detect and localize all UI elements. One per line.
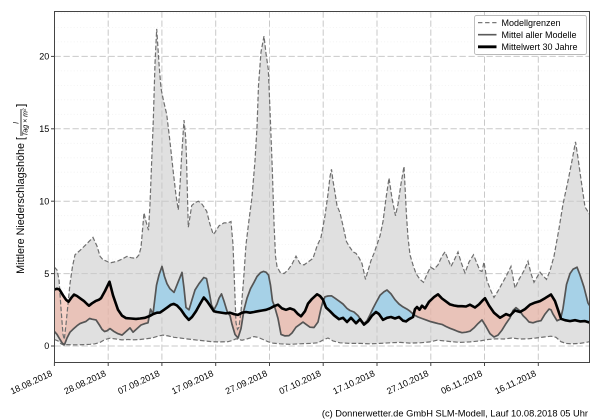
svg-text:Mittlere Niederschlagshöhe [: Mittlere Niederschlagshöhe [ xyxy=(15,137,27,274)
svg-text:l: l xyxy=(13,122,20,124)
svg-text:Modellgrenzen: Modellgrenzen xyxy=(502,18,561,28)
svg-text:20: 20 xyxy=(39,52,49,62)
svg-text:Tag × m²: Tag × m² xyxy=(23,108,30,136)
svg-text:Mittelwert 30 Jahre: Mittelwert 30 Jahre xyxy=(502,42,578,52)
svg-text:0: 0 xyxy=(44,341,49,351)
svg-text:Mittel aller Modelle: Mittel aller Modelle xyxy=(502,30,577,40)
svg-text:15: 15 xyxy=(39,124,49,134)
svg-text:5: 5 xyxy=(44,269,49,279)
svg-text:10: 10 xyxy=(39,196,49,206)
svg-text:(c) Donnerwetter.de GmbH SLM-M: (c) Donnerwetter.de GmbH SLM-Modell, Lau… xyxy=(322,409,588,419)
svg-text:]: ] xyxy=(14,104,28,107)
